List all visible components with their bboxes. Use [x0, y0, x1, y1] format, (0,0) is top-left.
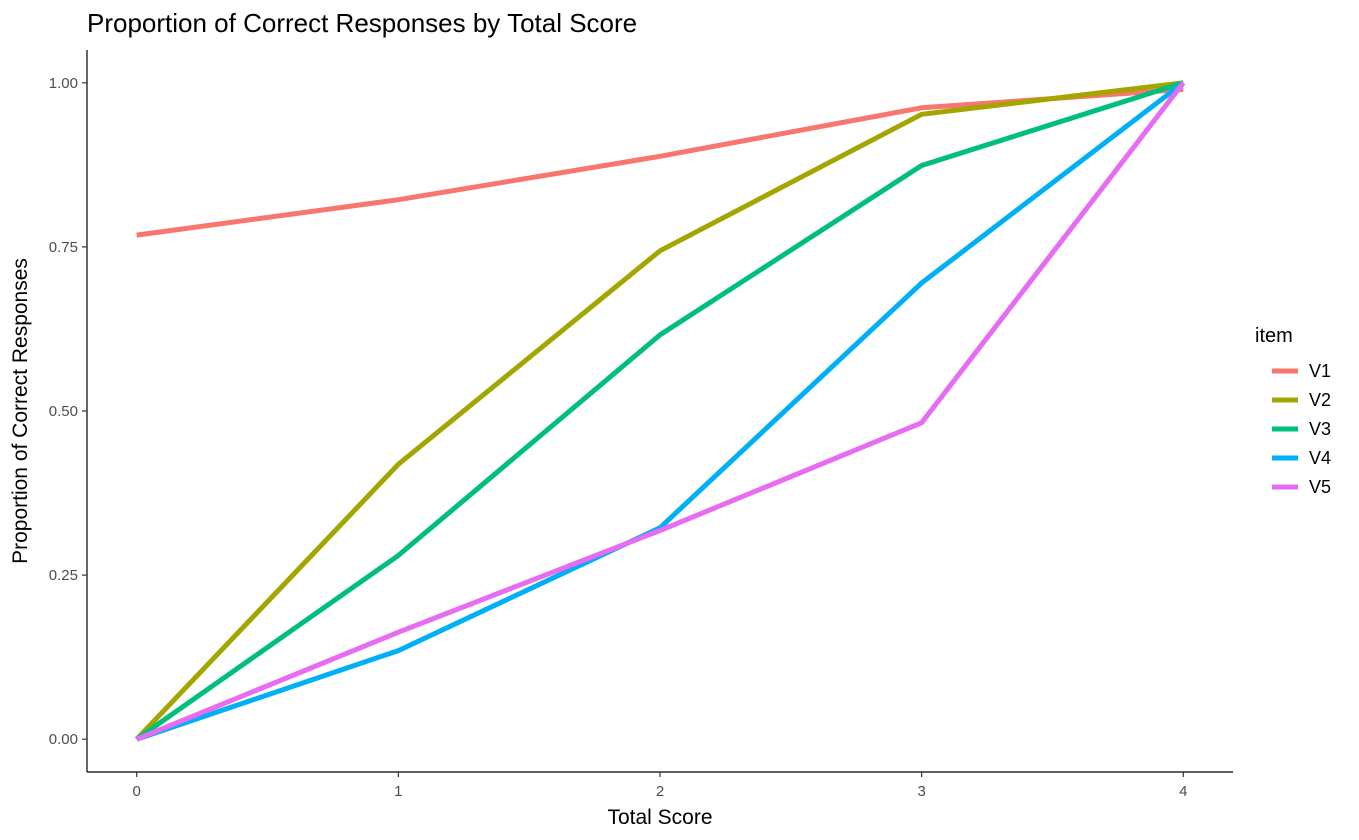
y-tick-label: 0.50 — [49, 403, 78, 420]
plot-area: 0.00 0.25 0.50 0.75 1.00 0 1 2 3 4 — [49, 50, 1233, 800]
legend-label: V5 — [1309, 477, 1331, 497]
x-tick-label: 4 — [1179, 783, 1187, 800]
y-axis: 0.00 0.25 0.50 0.75 1.00 — [49, 75, 87, 748]
legend-label: V2 — [1309, 390, 1331, 410]
legend-label: V4 — [1309, 448, 1331, 468]
chart-title: Proportion of Correct Responses by Total… — [87, 8, 637, 38]
y-axis-title: Proportion of Correct Responses — [9, 258, 32, 564]
legend-item-v1: V1 — [1272, 361, 1331, 381]
series-line-v1 — [136, 86, 1184, 238]
legend-item-v4: V4 — [1272, 448, 1331, 468]
x-tick-label: 2 — [656, 783, 664, 800]
legend-label: V3 — [1309, 419, 1331, 439]
legend-title: item — [1255, 325, 1293, 347]
legend: item V1 V2 V3 V4 V5 — [1255, 325, 1331, 497]
legend-items: V1 V2 V3 V4 V5 — [1272, 361, 1331, 497]
series-line-v4 — [135, 80, 1185, 742]
series-line-v2 — [134, 80, 1184, 741]
series-line-v3 — [135, 80, 1185, 742]
y-tick-label: 0.00 — [49, 731, 78, 748]
series-line-v5 — [135, 81, 1186, 742]
x-tick-label: 1 — [394, 783, 402, 800]
x-axis: 0 1 2 3 4 — [133, 772, 1187, 800]
x-tick-label: 3 — [917, 783, 925, 800]
y-tick-label: 0.75 — [49, 239, 78, 256]
legend-item-v2: V2 — [1272, 390, 1331, 410]
x-tick-label: 0 — [133, 783, 141, 800]
x-axis-title: Total Score — [607, 806, 712, 829]
legend-label: V1 — [1309, 361, 1331, 381]
legend-item-v3: V3 — [1272, 419, 1331, 439]
y-tick-label: 0.25 — [49, 567, 78, 584]
series-layer — [134, 80, 1186, 742]
y-tick-label: 1.00 — [49, 75, 78, 92]
legend-item-v5: V5 — [1272, 477, 1331, 497]
